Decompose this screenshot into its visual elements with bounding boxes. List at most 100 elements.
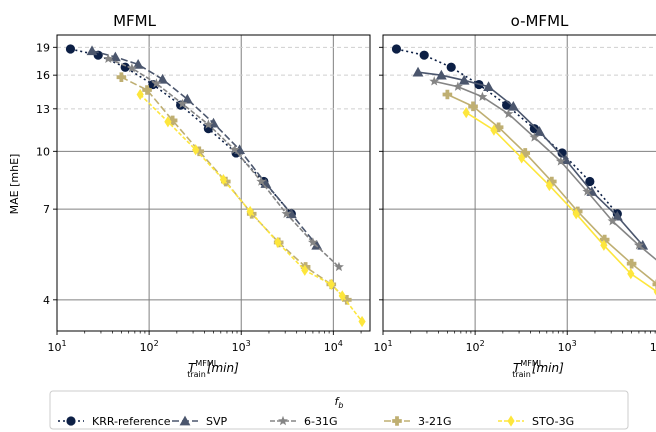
legend-marker xyxy=(392,416,402,426)
data-point xyxy=(652,279,656,290)
x-axis-label-mfml: TMFML train[min] xyxy=(187,359,239,379)
data-point xyxy=(582,186,593,196)
legend-label: KRR-reference xyxy=(92,415,171,428)
data-point xyxy=(338,290,346,302)
data-point xyxy=(167,115,178,126)
data-point xyxy=(177,98,188,109)
series-line-3-21g xyxy=(447,93,656,285)
data-point xyxy=(419,50,429,60)
x-tick-label: 101 xyxy=(373,339,392,354)
data-point xyxy=(626,258,637,269)
plot-area-o-mfml xyxy=(382,34,656,332)
data-point xyxy=(65,44,76,54)
data-point xyxy=(534,126,545,136)
data-point xyxy=(126,63,137,73)
data-point xyxy=(493,122,504,133)
data-point xyxy=(229,144,240,154)
data-point xyxy=(203,119,214,129)
legend: fb KRR-reference SVP 6-31G 3-21G STO-3G xyxy=(49,390,629,430)
data-point xyxy=(547,176,557,187)
data-point xyxy=(555,156,566,166)
legend-title-main: f xyxy=(335,395,341,408)
legend-marker xyxy=(66,416,76,426)
data-point xyxy=(181,93,193,104)
data-point xyxy=(142,85,152,95)
data-point xyxy=(301,264,309,276)
series-line-3-21g xyxy=(121,76,348,301)
data-point xyxy=(194,146,205,157)
grid-o-mfml xyxy=(383,35,656,331)
series-group-o-mfml xyxy=(391,44,656,296)
data-point xyxy=(391,44,402,54)
data-point xyxy=(192,144,200,156)
x-tick-label: 103 xyxy=(558,339,577,354)
series-line-krr-reference xyxy=(70,48,292,215)
x-tick-label: 104 xyxy=(650,339,656,354)
data-point xyxy=(132,58,144,69)
x-axis-label-sup: MFML xyxy=(520,359,543,368)
x-axis-label-sub: train xyxy=(187,370,206,379)
y-tick-label: 16 xyxy=(36,69,50,82)
x-axis-label-sup: MFML xyxy=(195,359,218,368)
data-point xyxy=(429,76,440,86)
legend-label: 6-31G xyxy=(304,415,338,428)
data-point xyxy=(653,288,656,296)
data-point xyxy=(281,208,292,219)
x-tick-label: 101 xyxy=(47,339,66,354)
data-point xyxy=(342,295,352,305)
x-axis-label-sub: train xyxy=(512,370,531,379)
data-point xyxy=(86,45,98,56)
data-point xyxy=(599,234,610,245)
data-point xyxy=(627,268,635,280)
data-point xyxy=(435,69,447,80)
y-tick-label: 7 xyxy=(43,203,50,216)
data-point xyxy=(503,108,514,119)
data-point xyxy=(607,215,618,226)
data-point xyxy=(103,53,114,64)
data-point xyxy=(458,74,470,85)
ticks-o-mfml: 101 102 103 104 xyxy=(373,46,656,354)
series-line-6-31g xyxy=(434,80,656,261)
data-point xyxy=(442,89,453,100)
legend-title-sub: b xyxy=(338,401,343,410)
data-point xyxy=(557,148,567,158)
data-point xyxy=(518,152,526,164)
data-point xyxy=(633,240,644,250)
data-point xyxy=(477,91,488,102)
plot-area-mfml xyxy=(56,34,371,332)
legend-marker xyxy=(179,415,191,426)
data-point xyxy=(274,236,282,249)
y-tick-label: 4 xyxy=(43,294,50,307)
data-point xyxy=(307,237,318,247)
data-point xyxy=(545,179,553,192)
legend-marker xyxy=(278,415,288,426)
data-point xyxy=(333,261,344,272)
data-point xyxy=(468,101,478,112)
data-point xyxy=(490,124,498,136)
data-point xyxy=(151,78,162,88)
data-point xyxy=(529,132,540,142)
legend-items: KRR-reference SVP 6-31G 3-21G STO-3G xyxy=(58,415,574,428)
ticks-mfml: 101 102 103 104 4 7 10 13 16 19 xyxy=(36,41,362,354)
series-line-6-31g xyxy=(107,58,340,268)
data-point xyxy=(219,173,227,186)
x-axis-label-unit: [min] xyxy=(532,361,564,375)
legend-label: STO-3G xyxy=(532,415,574,428)
x-tick-label: 102 xyxy=(466,339,485,354)
panel-title-mfml: MFML xyxy=(113,12,157,30)
series-line-svp xyxy=(417,71,644,246)
x-axis-label-unit: [min] xyxy=(207,361,239,375)
x-tick-label: 102 xyxy=(140,339,159,354)
data-point xyxy=(109,51,121,62)
legend-label: SVP xyxy=(206,415,228,428)
data-point xyxy=(136,88,144,101)
data-point xyxy=(412,66,424,77)
data-point xyxy=(483,81,494,92)
data-point xyxy=(116,72,127,83)
y-tick-label: 19 xyxy=(36,41,50,54)
grid-mfml xyxy=(57,35,370,331)
series-group-mfml xyxy=(65,44,366,328)
data-point xyxy=(246,205,254,218)
